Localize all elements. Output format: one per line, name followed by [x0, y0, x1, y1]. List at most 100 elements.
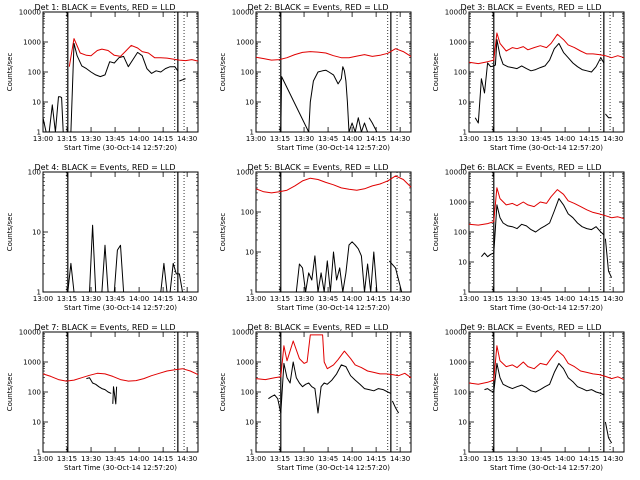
- chart-panel-3: Det 3: BLACK = Events, RED = LLD 1 10 100 10…: [432, 3, 625, 152]
- y-axis-label: Counts/sec: [432, 213, 440, 252]
- y-tick-label: 100: [28, 69, 41, 77]
- series-lld: [255, 175, 412, 194]
- y-tick-label: 1: [250, 449, 254, 457]
- x-tick-label: 13:30: [81, 455, 101, 463]
- series-events: [604, 421, 613, 444]
- y-tick-label: 100: [241, 209, 254, 217]
- chart-title: Det 4: BLACK = Events, RED = LLD: [35, 163, 176, 172]
- y-tick-label: 10000: [232, 9, 254, 17]
- x-tick-label: 14:15: [153, 295, 173, 303]
- x-tick-label: 14:15: [366, 295, 386, 303]
- y-tick-label: 1: [463, 129, 467, 137]
- x-tick-label: 13:45: [531, 295, 551, 303]
- chart-title: Det 1: BLACK = Events, RED = LLD: [35, 3, 176, 12]
- y-tick-label: 100: [454, 389, 467, 397]
- x-tick-label: 13:30: [294, 135, 314, 143]
- y-tick-label: 1: [37, 449, 41, 457]
- series-events: [388, 260, 403, 293]
- x-tick-label: 14:00: [129, 455, 149, 463]
- chart-panel-6: Det 6: BLACK = Events, RED = LLD 1 10 100 10…: [432, 163, 625, 312]
- x-tick-label: 13:45: [105, 295, 125, 303]
- chart-title: Det 7: BLACK = Events, RED = LLD: [35, 323, 176, 332]
- y-tick-label: 100: [241, 389, 254, 397]
- x-tick-label: 14:30: [603, 455, 623, 463]
- x-tick-label: 13:15: [270, 455, 290, 463]
- y-tick-label: 10: [245, 99, 254, 107]
- x-axis-label: Start Time (30-Oct-14 12:57:20): [277, 304, 390, 312]
- x-tick-label: 13:15: [483, 295, 503, 303]
- x-tick-label: 13:15: [483, 455, 503, 463]
- x-tick-label: 13:15: [57, 135, 77, 143]
- series-events: [484, 362, 605, 396]
- x-tick-label: 14:15: [153, 135, 173, 143]
- y-tick-label: 1000: [449, 39, 467, 47]
- x-tick-label: 14:00: [555, 295, 575, 303]
- y-tick-label: 10000: [445, 169, 467, 177]
- y-tick-label: 1000: [236, 169, 254, 177]
- y-tick-label: 10000: [19, 9, 41, 17]
- y-tick-label: 10: [245, 419, 254, 427]
- series-events: [67, 224, 186, 293]
- x-axis-label: Start Time (30-Oct-14 12:57:20): [64, 304, 177, 312]
- x-tick-label: 14:30: [177, 455, 197, 463]
- series-lld: [68, 38, 199, 67]
- x-tick-label: 13:00: [33, 455, 53, 463]
- chart-title: Det 2: BLACK = Events, RED = LLD: [248, 3, 389, 12]
- x-tick-label: 14:00: [342, 135, 362, 143]
- chart-panel-9: Det 9: BLACK = Events, RED = LLD 1 10 100 10…: [432, 323, 625, 472]
- series-events: [295, 241, 378, 293]
- x-tick-label: 14:30: [603, 295, 623, 303]
- x-tick-label: 13:15: [270, 295, 290, 303]
- x-tick-label: 13:30: [294, 455, 314, 463]
- y-tick-label: 100: [241, 69, 254, 77]
- x-tick-label: 13:45: [531, 135, 551, 143]
- x-tick-label: 14:15: [579, 455, 599, 463]
- x-tick-label: 14:15: [579, 295, 599, 303]
- series-events: [474, 39, 605, 124]
- x-tick-label: 14:00: [129, 135, 149, 143]
- series-events: [605, 113, 612, 119]
- x-axis-label: Start Time (30-Oct-14 12:57:20): [490, 464, 603, 472]
- x-axis-label: Start Time (30-Oct-14 12:57:20): [490, 304, 603, 312]
- chart-panel-1: Det 1: BLACK = Events, RED = LLD 1 10 100 10…: [6, 3, 199, 152]
- y-tick-label: 1000: [23, 359, 41, 367]
- chart-title: Det 3: BLACK = Events, RED = LLD: [461, 3, 602, 12]
- chart-panel-4: Det 4: BLACK = Events, RED = LLD 1 10 100 13…: [6, 163, 199, 312]
- y-tick-label: 1: [250, 289, 254, 297]
- x-tick-label: 14:30: [390, 295, 410, 303]
- x-tick-label: 13:30: [507, 295, 527, 303]
- chart-panel-8: Det 8: BLACK = Events, RED = LLD 1 10 100 10…: [219, 323, 412, 472]
- y-tick-label: 100: [454, 229, 467, 237]
- x-tick-label: 13:45: [318, 135, 338, 143]
- x-tick-label: 13:45: [105, 455, 125, 463]
- chart-panel-5: Det 5: BLACK = Events, RED = LLD 1 10 100 10…: [219, 163, 412, 312]
- series-events: [179, 78, 186, 82]
- x-tick-label: 13:00: [459, 455, 479, 463]
- x-tick-label: 14:30: [603, 135, 623, 143]
- x-tick-label: 13:45: [318, 455, 338, 463]
- plot-frame: [255, 171, 412, 293]
- x-axis-label: Start Time (30-Oct-14 12:57:20): [64, 464, 177, 472]
- chart-title: Det 8: BLACK = Events, RED = LLD: [248, 323, 389, 332]
- x-tick-label: 14:15: [366, 135, 386, 143]
- x-tick-label: 13:30: [507, 135, 527, 143]
- x-axis-label: Start Time (30-Oct-14 12:57:20): [64, 144, 177, 152]
- y-tick-label: 10: [32, 419, 41, 427]
- y-axis-label: Counts/sec: [432, 373, 440, 412]
- x-axis-label: Start Time (30-Oct-14 12:57:20): [277, 144, 390, 152]
- x-tick-label: 13:00: [459, 135, 479, 143]
- y-tick-label: 1: [463, 449, 467, 457]
- y-tick-label: 1: [37, 129, 41, 137]
- y-tick-label: 1000: [449, 199, 467, 207]
- y-tick-label: 1: [250, 129, 254, 137]
- x-tick-label: 14:15: [153, 455, 173, 463]
- series-events: [268, 361, 392, 414]
- chart-panel-2: Det 2: BLACK = Events, RED = LLD 1 10 100 10…: [219, 3, 412, 152]
- y-tick-label: 10000: [445, 329, 467, 337]
- x-tick-label: 13:00: [33, 135, 53, 143]
- x-tick-label: 13:30: [81, 135, 101, 143]
- x-tick-label: 14:30: [177, 295, 197, 303]
- x-tick-label: 14:30: [390, 455, 410, 463]
- series-events: [42, 42, 179, 133]
- x-tick-label: 13:30: [294, 295, 314, 303]
